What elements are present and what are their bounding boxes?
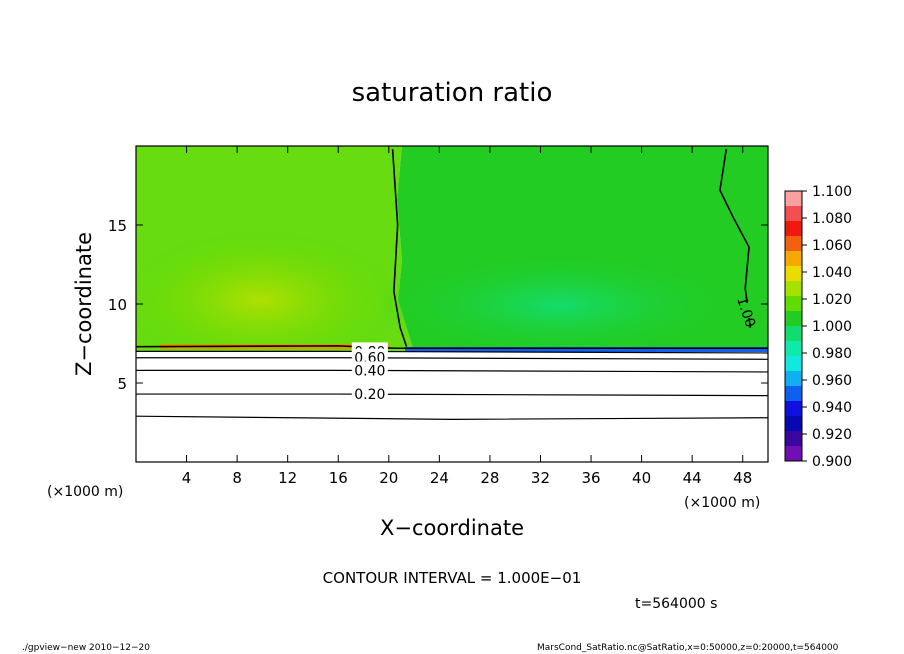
colorbar-label: 1.020 <box>812 292 852 308</box>
contour-label-bg <box>351 348 388 364</box>
contour-label-bg <box>351 361 388 377</box>
colorbar-label: 0.900 <box>812 454 852 470</box>
x-tick-label: 44 <box>683 469 702 487</box>
colorbar-swatch <box>785 311 802 327</box>
x-tick-label: 40 <box>632 469 651 487</box>
colorbar-swatch <box>785 431 802 447</box>
y-tick-label: 5 <box>117 375 127 393</box>
x-tick-label: 12 <box>278 469 297 487</box>
colorbar-swatch <box>785 326 802 342</box>
colorbar-label: 1.060 <box>812 238 852 254</box>
colorbar-swatch <box>785 341 802 357</box>
field-blue-band <box>405 347 768 352</box>
contour-layer: 0.800.600.400.201.00 <box>136 149 768 420</box>
chart-title: saturation ratio <box>352 78 553 108</box>
colorbar-swatch <box>785 266 802 282</box>
contour-line <box>136 369 768 373</box>
colorbar-swatch <box>785 281 802 297</box>
colorbar-swatch <box>785 191 802 207</box>
contour-line <box>136 350 768 354</box>
contour-line <box>136 357 768 360</box>
colorbar-label: 1.000 <box>812 319 852 335</box>
colorbar-swatch <box>785 221 802 237</box>
colorbar-swatch <box>785 356 802 372</box>
plot-area: 0.800.600.400.201.00 <box>136 146 768 462</box>
y-tick-label: 15 <box>108 217 127 235</box>
footer-left: ./gpview−new 2010−12−20 <box>22 643 150 653</box>
contour-line <box>719 149 752 328</box>
colorbar-swatch <box>785 446 802 462</box>
colorbar-swatch <box>785 251 802 267</box>
contour-label-bg <box>728 302 765 318</box>
y-axis-label: Z−coordinate <box>72 232 96 376</box>
x-tick-label: 4 <box>182 469 192 487</box>
x-tick-label: 28 <box>480 469 499 487</box>
colorbar-swatch <box>785 296 802 312</box>
x-tick-label: 8 <box>232 469 242 487</box>
colorbar-swatch <box>785 206 802 222</box>
contour-line <box>391 149 408 347</box>
y-tick-label: 10 <box>108 296 127 314</box>
x-tick-label: 20 <box>379 469 398 487</box>
footer-right: MarsCond_SatRatio.nc@SatRatio,x=0:50000,… <box>537 643 839 653</box>
colorbar-label: 0.940 <box>812 400 852 416</box>
x-tick-label: 16 <box>329 469 348 487</box>
field-cool-region <box>370 250 750 360</box>
field-warm-region <box>136 230 400 370</box>
contour-line <box>136 415 768 420</box>
x-tick-label: 24 <box>430 469 449 487</box>
contour-line <box>136 393 768 397</box>
colorbar-label: 1.100 <box>812 184 852 200</box>
x-tick-label: 48 <box>733 469 752 487</box>
colorbar-swatch <box>785 386 802 402</box>
x-unit-label-right: (×1000 m) <box>684 495 760 511</box>
colorbar-swatch <box>785 236 802 252</box>
colorbar-label: 1.080 <box>812 211 852 227</box>
time-stamp-text: t=564000 s <box>635 596 717 612</box>
colorbar-label: 0.960 <box>812 373 852 389</box>
x-tick-label: 36 <box>581 469 600 487</box>
contour-label-bg <box>351 385 388 401</box>
colorbar-swatch <box>785 371 802 387</box>
colorbar-swatch <box>785 401 802 417</box>
colorbar-label: 0.920 <box>812 427 852 443</box>
field-lower-layer <box>136 352 768 462</box>
colorbar-swatch <box>785 416 802 432</box>
contour-label: 0.20 <box>354 387 385 403</box>
x-unit-label: (×1000 m) <box>47 484 123 500</box>
contour-label: 0.40 <box>354 363 385 379</box>
x-tick-label: 32 <box>531 469 550 487</box>
x-axis-label: X−coordinate <box>380 516 524 540</box>
colorbar: 1.100 1.080 1.060 1.040 1.020 1.000 0.980 0.960… <box>784 184 852 470</box>
contour-interval-text: CONTOUR INTERVAL = 1.000E−01 <box>323 569 582 587</box>
colorbar-label: 0.980 <box>812 346 852 362</box>
colorbar-label: 1.040 <box>812 265 852 281</box>
